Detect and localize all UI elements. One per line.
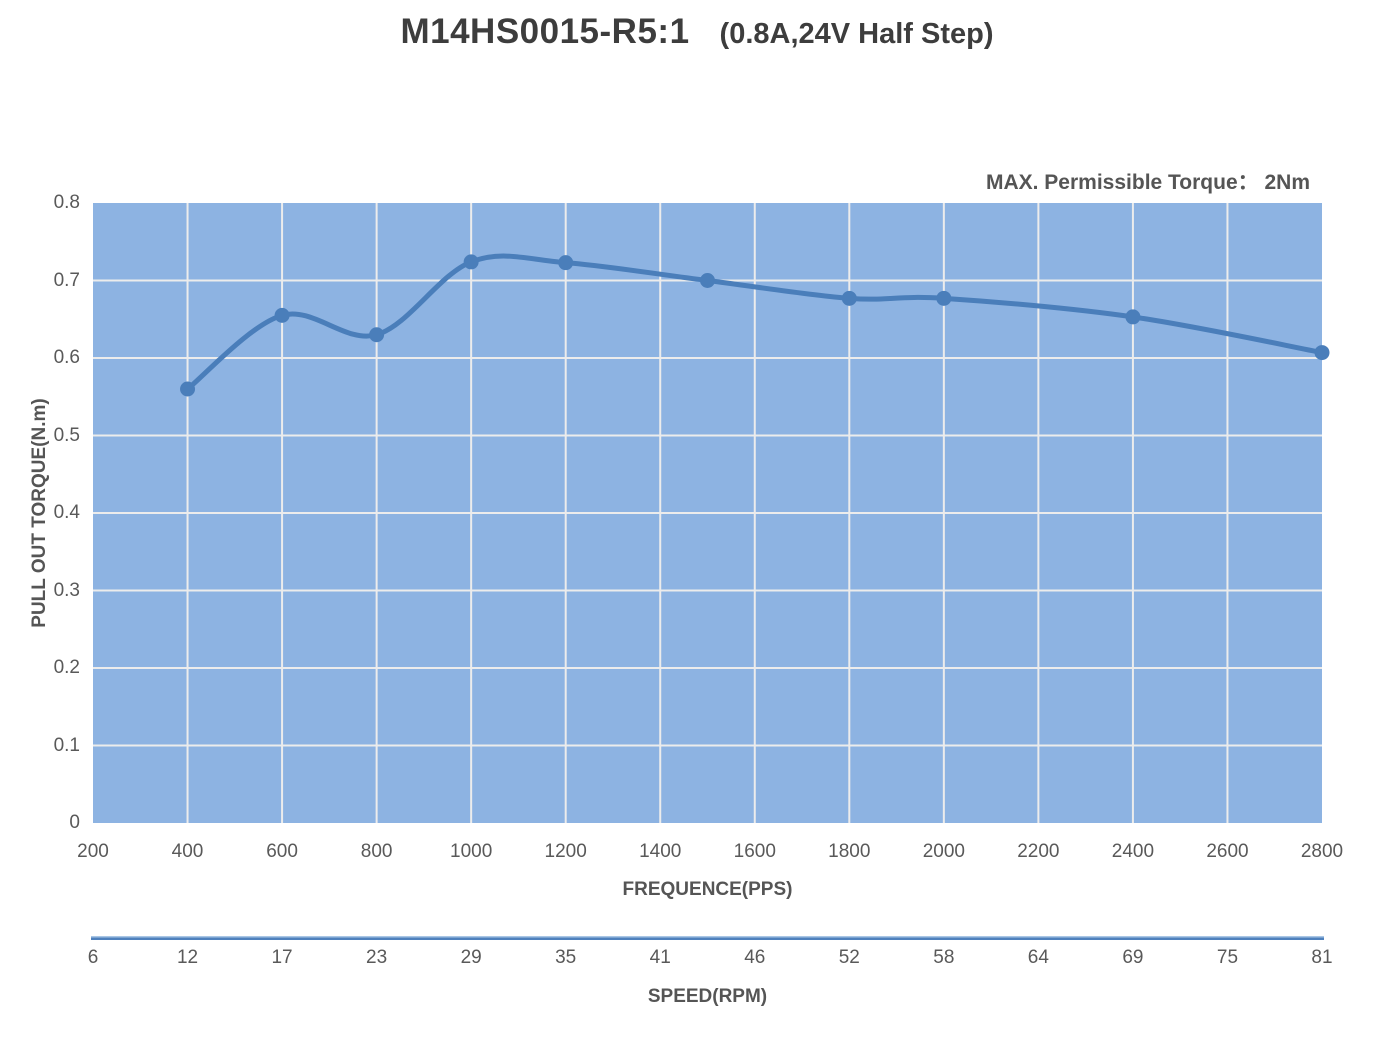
data-point-marker: [841, 290, 857, 306]
x-tick-label: 2800: [1300, 841, 1344, 862]
speed-tick-label: 52: [838, 947, 860, 968]
speed-tick-label: 23: [366, 947, 388, 968]
speed-tick-label: 12: [176, 947, 199, 968]
speed-tick-label: 69: [1122, 947, 1144, 968]
x-tick-label: 1800: [828, 841, 871, 862]
x-tick-label: 2200: [1017, 841, 1060, 862]
x-tick-label: 600: [266, 841, 298, 862]
y-tick-label: 0.1: [53, 734, 80, 756]
x-tick-label: 1600: [733, 841, 776, 862]
data-point-marker: [936, 290, 952, 306]
y-tick-label: 0.6: [53, 347, 80, 368]
speed-tick-label: 41: [649, 947, 671, 968]
data-point-marker: [558, 255, 574, 271]
x-tick-label: 1400: [639, 841, 682, 862]
torque-curve-svg: [93, 203, 1330, 823]
speed-tick-label: 6: [87, 947, 99, 968]
plot-area: [93, 203, 1330, 823]
torque-curve: [185, 253, 1325, 392]
x-tick-label: 2000: [922, 841, 965, 862]
data-point-marker: [274, 307, 290, 323]
x-tick-label: 2600: [1206, 841, 1249, 862]
speed-tick-label: 81: [1311, 947, 1333, 968]
x-tick-label: 800: [360, 841, 393, 862]
x-tick-label: 400: [171, 841, 204, 862]
speed-tick-label: 46: [744, 947, 766, 968]
speed-tick-label: 64: [1027, 947, 1049, 968]
y-tick-label: 0.2: [53, 657, 80, 678]
chart-title: M14HS0015-R5:1 (0.8A,24V Half Step): [0, 12, 1394, 52]
y-tick-label: 0.4: [53, 502, 80, 523]
data-point-marker: [700, 273, 715, 288]
y-tick-label: 0.5: [53, 424, 80, 446]
speed-tick-label: 29: [460, 947, 482, 968]
speed-axis-title: SPEED(RPM): [647, 986, 768, 1007]
speed-tick-label: 75: [1216, 947, 1239, 968]
y-tick-label: 0.8: [53, 192, 80, 213]
chart-title-condition: (0.8A,24V Half Step): [719, 18, 994, 50]
speed-tick-label: 58: [933, 947, 955, 968]
chart-title-model: M14HS0015-R5:1: [400, 12, 690, 51]
speed-tick-label: 35: [555, 947, 577, 968]
speed-axis-line: [91, 936, 1324, 940]
data-point-marker: [1125, 309, 1141, 325]
x-tick-label: 1000: [450, 841, 493, 862]
max-torque-annotation: MAX. Permissible Torque： 2Nm: [985, 171, 1310, 194]
data-point-marker: [180, 381, 196, 397]
data-point-marker: [369, 327, 385, 343]
x-tick-label: 1200: [544, 841, 587, 862]
data-point-marker: [463, 254, 479, 270]
data-point-marker: [1314, 345, 1330, 361]
speed-tick-label: 17: [271, 947, 293, 968]
x-axis-title: FREQUENCE(PPS): [622, 879, 793, 900]
y-tick-label: 0.7: [53, 269, 80, 291]
x-tick-label: 200: [77, 841, 109, 862]
x-tick-label: 2400: [1111, 841, 1155, 862]
y-tick-label: 0: [69, 812, 80, 833]
y-tick-label: 0.3: [53, 579, 80, 601]
